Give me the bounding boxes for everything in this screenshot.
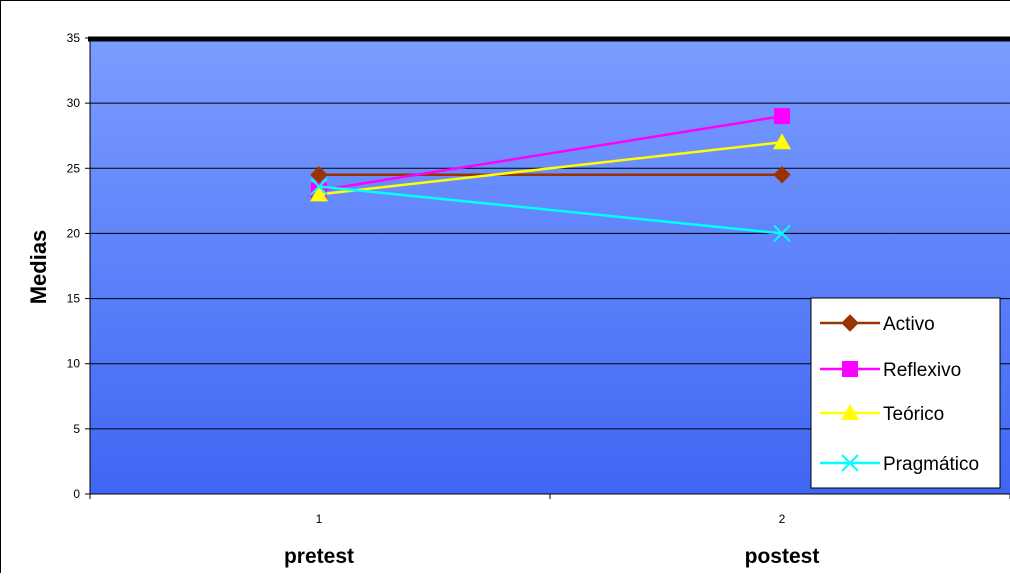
y-tick-label: 25 <box>67 161 81 175</box>
y-tick-label: 35 <box>67 31 81 45</box>
x-tick-label: 2 <box>779 512 786 526</box>
category-labels: pretest postest <box>284 545 819 568</box>
y-axis: 0 5 10 15 20 25 30 35 <box>67 31 90 501</box>
category-label: pretest <box>284 545 354 568</box>
legend-label: Pragmático <box>883 454 979 475</box>
point-marker-square <box>842 361 858 377</box>
legend: Activo Reflexivo Teórico Pragmático <box>811 298 1000 488</box>
point-marker-square <box>774 108 790 124</box>
y-axis-title: Medias <box>26 230 51 305</box>
y-tick-label: 5 <box>73 422 80 436</box>
x-tick-label: 1 <box>316 512 323 526</box>
legend-label: Teórico <box>883 404 944 425</box>
legend-label: Activo <box>883 314 935 335</box>
y-tick-label: 30 <box>67 96 81 110</box>
y-tick-label: 10 <box>67 357 81 371</box>
y-tick-label: 15 <box>67 292 81 306</box>
category-label: postest <box>745 545 820 568</box>
y-tick-label: 20 <box>67 226 81 240</box>
legend-label: Reflexivo <box>883 360 961 381</box>
y-tick-label: 0 <box>73 487 80 501</box>
